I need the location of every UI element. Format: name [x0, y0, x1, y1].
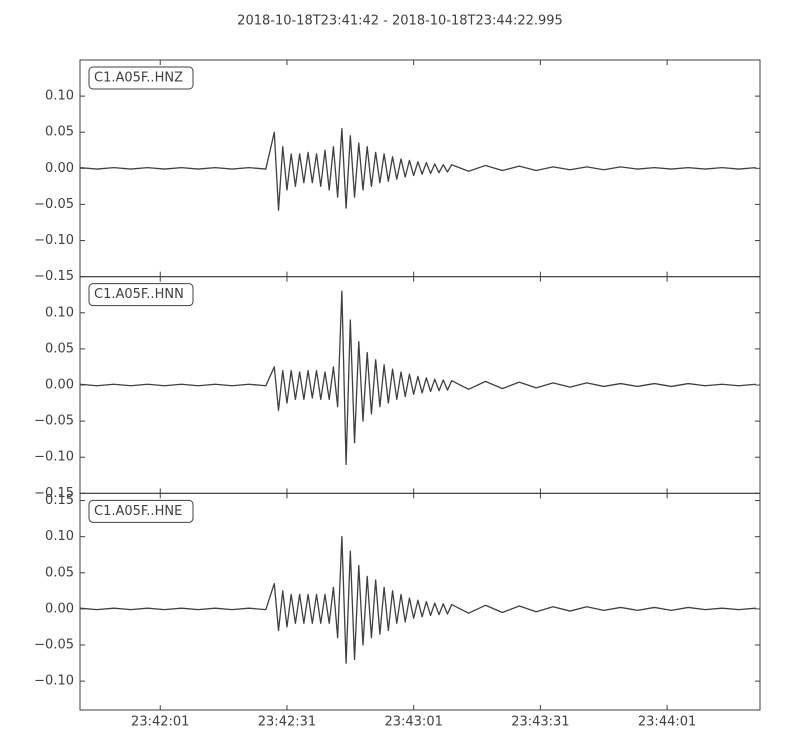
- trace-label-box: [88, 283, 194, 307]
- x-tick-label: 23:43:01: [384, 715, 442, 730]
- y-tick-label: 0.05: [45, 125, 74, 140]
- y-tick-label: −0.10: [34, 674, 74, 689]
- waveform: [79, 127, 756, 211]
- y-tick-label: 0.05: [45, 341, 74, 356]
- waveform: [79, 536, 756, 664]
- y-tick-label: −0.05: [34, 197, 74, 212]
- chart-title: 2018-10-18T23:41:42 - 2018-10-18T23:44:2…: [237, 14, 563, 29]
- x-tick-label: 23:44:01: [638, 715, 696, 730]
- y-tick-label: −0.10: [34, 233, 74, 248]
- y-tick-label: −0.05: [34, 638, 74, 653]
- y-tick-label: 0.15: [45, 493, 74, 508]
- x-tick-label: 23:42:31: [258, 715, 316, 730]
- y-tick-label: 0.00: [45, 378, 74, 393]
- trace-label: C1.A05F..HNZ: [94, 71, 183, 86]
- y-tick-label: 0.05: [45, 565, 74, 580]
- x-tick-label: 23:43:31: [511, 715, 569, 730]
- waveform: [79, 290, 756, 466]
- y-tick-label: 0.10: [45, 89, 74, 104]
- trace-label-box: [88, 66, 194, 90]
- y-tick-label: −0.15: [34, 486, 74, 501]
- y-tick-label: 0.10: [45, 305, 74, 320]
- y-tick-label: −0.10: [34, 450, 74, 465]
- y-tick-label: 0.10: [45, 529, 74, 544]
- trace-label: C1.A05F..HNE: [94, 504, 182, 519]
- x-tick-label: 23:42:01: [131, 715, 189, 730]
- trace-label-box: [88, 499, 194, 523]
- y-tick-label: −0.05: [34, 414, 74, 429]
- panel-frame: [79, 492, 761, 711]
- trace-label: C1.A05F..HNN: [94, 287, 184, 302]
- y-tick-label: 0.00: [45, 601, 74, 616]
- y-tick-label: 0.00: [45, 161, 74, 176]
- y-tick-label: −0.15: [34, 269, 74, 284]
